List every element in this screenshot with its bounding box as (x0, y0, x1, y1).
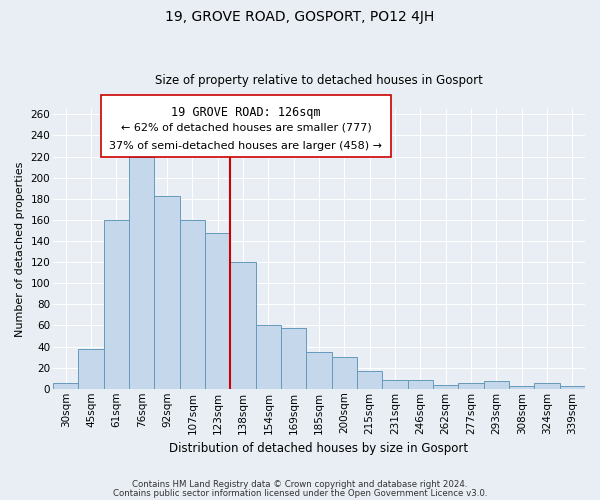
Bar (205, 232, 230, 389)
Bar (433, 384, 458, 389)
Bar (484, 382, 509, 389)
Bar (256, 326, 281, 389)
Bar (535, 384, 560, 389)
Text: 19 GROVE ROAD: 126sqm: 19 GROVE ROAD: 126sqm (171, 106, 321, 119)
Bar (154, 196, 180, 389)
X-axis label: Distribution of detached houses by size in Gosport: Distribution of detached houses by size … (169, 442, 469, 455)
Bar (509, 386, 535, 389)
Text: 19, GROVE ROAD, GOSPORT, PO12 4JH: 19, GROVE ROAD, GOSPORT, PO12 4JH (166, 10, 434, 24)
Bar (104, 220, 129, 389)
Text: Contains public sector information licensed under the Open Government Licence v3: Contains public sector information licen… (113, 488, 487, 498)
Bar (332, 357, 357, 389)
Bar (230, 262, 256, 389)
Y-axis label: Number of detached properties: Number of detached properties (15, 161, 25, 336)
Bar (458, 384, 484, 389)
Bar (307, 352, 332, 389)
Bar (560, 386, 585, 389)
Text: ← 62% of detached houses are smaller (777): ← 62% of detached houses are smaller (77… (121, 123, 371, 133)
Bar (180, 220, 205, 389)
Bar (281, 328, 307, 389)
Bar (357, 371, 382, 389)
Title: Size of property relative to detached houses in Gosport: Size of property relative to detached ho… (155, 74, 483, 87)
Bar (407, 380, 433, 389)
Bar (382, 380, 407, 389)
Text: Contains HM Land Registry data © Crown copyright and database right 2024.: Contains HM Land Registry data © Crown c… (132, 480, 468, 489)
Bar (53, 384, 79, 389)
Bar (129, 156, 154, 389)
FancyBboxPatch shape (101, 95, 391, 156)
Bar (79, 348, 104, 389)
Text: 37% of semi-detached houses are larger (458) →: 37% of semi-detached houses are larger (… (109, 141, 382, 151)
